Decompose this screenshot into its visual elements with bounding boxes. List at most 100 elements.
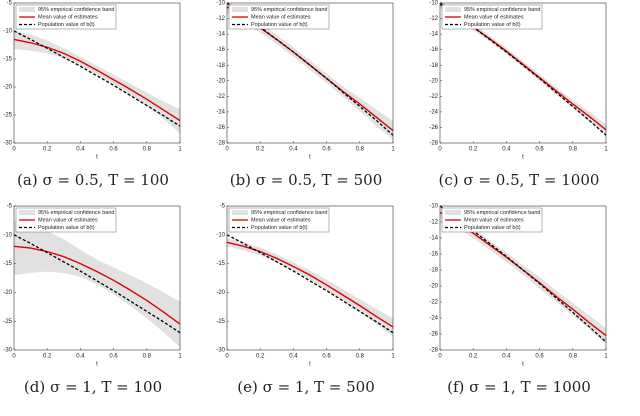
confidence-band: [227, 1, 393, 140]
y-tick-label: -18: [216, 63, 225, 69]
axes-frame: [226, 2, 394, 144]
x-tick-label: 0.8: [569, 147, 578, 153]
y-tick-label: -22: [429, 94, 438, 100]
y-tick-label: -24: [429, 316, 438, 322]
x-tick-label: 1: [604, 354, 608, 360]
confidence-band: [14, 30, 180, 134]
x-tick-label: 1: [604, 147, 608, 153]
y-tick-label: -20: [429, 78, 438, 84]
y-tick-label: -15: [216, 261, 225, 267]
y-tick-label: -12: [216, 16, 225, 22]
x-tick-label: 0: [438, 147, 442, 153]
chart-panel: -30 -25 -20 -15 -10 -5 0 0.2 0.4 0.6 0.8 1 t (e) σ = …: [216, 204, 395, 396]
x-tick-label: 0.4: [502, 354, 511, 360]
caption: (d) σ = 1, T = 100: [24, 378, 162, 396]
legend-label: 95% empirical confidence band: [464, 210, 540, 216]
axes-frame: [439, 205, 607, 351]
legend-swatch: [19, 7, 35, 12]
y-tick-label: -10: [216, 1, 225, 7]
chart-panel: -28 -26 -24 -22 -20 -18 -16 -14 -12 -10 0 0.2 0.4 0.6…: [216, 1, 395, 189]
axes-frame: [226, 205, 394, 351]
x-tick-label: 0.2: [469, 147, 478, 153]
x-tick-label: 0.4: [289, 354, 298, 360]
y-tick-label: -28: [216, 141, 225, 147]
x-tick-label: 0.8: [143, 147, 152, 153]
y-tick-label: -20: [216, 78, 225, 84]
y-tick-label: -20: [3, 85, 12, 91]
x-tick-label: 0.2: [256, 354, 265, 360]
y-tick-label: -26: [216, 125, 225, 131]
y-tick-label: -14: [216, 32, 225, 38]
y-tick-label: -24: [216, 109, 225, 115]
x-tick-label: 0: [225, 147, 229, 153]
y-tick-label: -20: [429, 284, 438, 290]
x-tick-label: 0.8: [569, 354, 578, 360]
legend-label: Mean value of estimates: [251, 14, 311, 20]
legend-label: Mean value of estimates: [464, 217, 524, 223]
legend-swatch: [232, 210, 248, 215]
legend-label: Population value of b(t): [251, 225, 308, 231]
y-tick-label: -10: [3, 232, 12, 238]
axes-frame: [439, 2, 607, 144]
series-line: [226, 234, 394, 334]
legend-swatch: [445, 7, 461, 12]
y-tick-label: -30: [216, 348, 225, 354]
y-tick-label: -28: [429, 348, 438, 354]
x-tick-label: 0.4: [76, 147, 85, 153]
x-tick-label: 0: [438, 354, 442, 360]
caption: (f) σ = 1, T = 1000: [447, 378, 591, 396]
x-tick-label: 0.2: [469, 354, 478, 360]
y-tick-label: -5: [7, 204, 13, 210]
confidence-band: [440, 0, 606, 136]
x-tick-label: 0: [225, 354, 229, 360]
y-tick-label: -10: [429, 1, 438, 7]
legend-label: Mean value of estimates: [38, 14, 98, 20]
series-line: [439, 205, 607, 343]
x-tick-label: 0.8: [143, 354, 152, 360]
confidence-band: [227, 238, 393, 337]
y-tick-label: -16: [216, 47, 225, 53]
legend-swatch: [445, 210, 461, 215]
chart-panel: -28 -26 -24 -22 -20 -18 -16 -14 -12 -10 0 0.2 0.4 0.6…: [429, 204, 608, 396]
y-tick-label: -30: [3, 348, 12, 354]
y-tick-label: -10: [216, 232, 225, 238]
legend-label: 95% empirical confidence band: [464, 7, 540, 13]
y-tick-label: -12: [429, 220, 438, 226]
caption: (e) σ = 1, T = 500: [237, 378, 375, 396]
confidence-band: [14, 220, 180, 348]
x-tick-label: 0.8: [356, 354, 365, 360]
x-tick-label: 0.6: [109, 147, 118, 153]
x-tick-label: 0.6: [535, 147, 544, 153]
y-tick-label: -5: [220, 204, 226, 210]
legend-label: Population value of b(t): [38, 22, 95, 28]
y-tick-label: -30: [3, 141, 12, 147]
x-tick-label: 0.4: [289, 147, 298, 153]
y-tick-label: -20: [3, 290, 12, 296]
legend-label: Population value of b(t): [464, 225, 521, 231]
x-tick-label: 0.4: [76, 354, 85, 360]
y-tick-label: -14: [429, 236, 438, 242]
legend-label: 95% empirical confidence band: [251, 210, 327, 216]
y-tick-label: -25: [216, 319, 225, 325]
y-tick-label: -10: [429, 204, 438, 210]
y-tick-label: -24: [429, 109, 438, 115]
y-tick-label: -26: [429, 125, 438, 131]
y-tick-label: -15: [3, 57, 12, 63]
y-tick-label: -14: [429, 32, 438, 38]
caption: (a) σ = 0.5, T = 100: [17, 171, 169, 189]
series-line: [439, 2, 607, 136]
x-tick-label: 0.2: [256, 147, 265, 153]
axes-frame: [13, 2, 181, 144]
caption: (c) σ = 0.5, T = 1000: [439, 171, 600, 189]
x-tick-label: 0: [12, 354, 16, 360]
x-tick-label: 1: [178, 354, 182, 360]
x-axis-label: t: [96, 155, 98, 161]
confidence-band: [440, 206, 606, 344]
x-tick-label: 0.6: [322, 147, 331, 153]
y-tick-label: -22: [429, 300, 438, 306]
y-tick-label: -25: [3, 319, 12, 325]
y-tick-label: -5: [7, 1, 13, 7]
x-tick-label: 0.6: [109, 354, 118, 360]
